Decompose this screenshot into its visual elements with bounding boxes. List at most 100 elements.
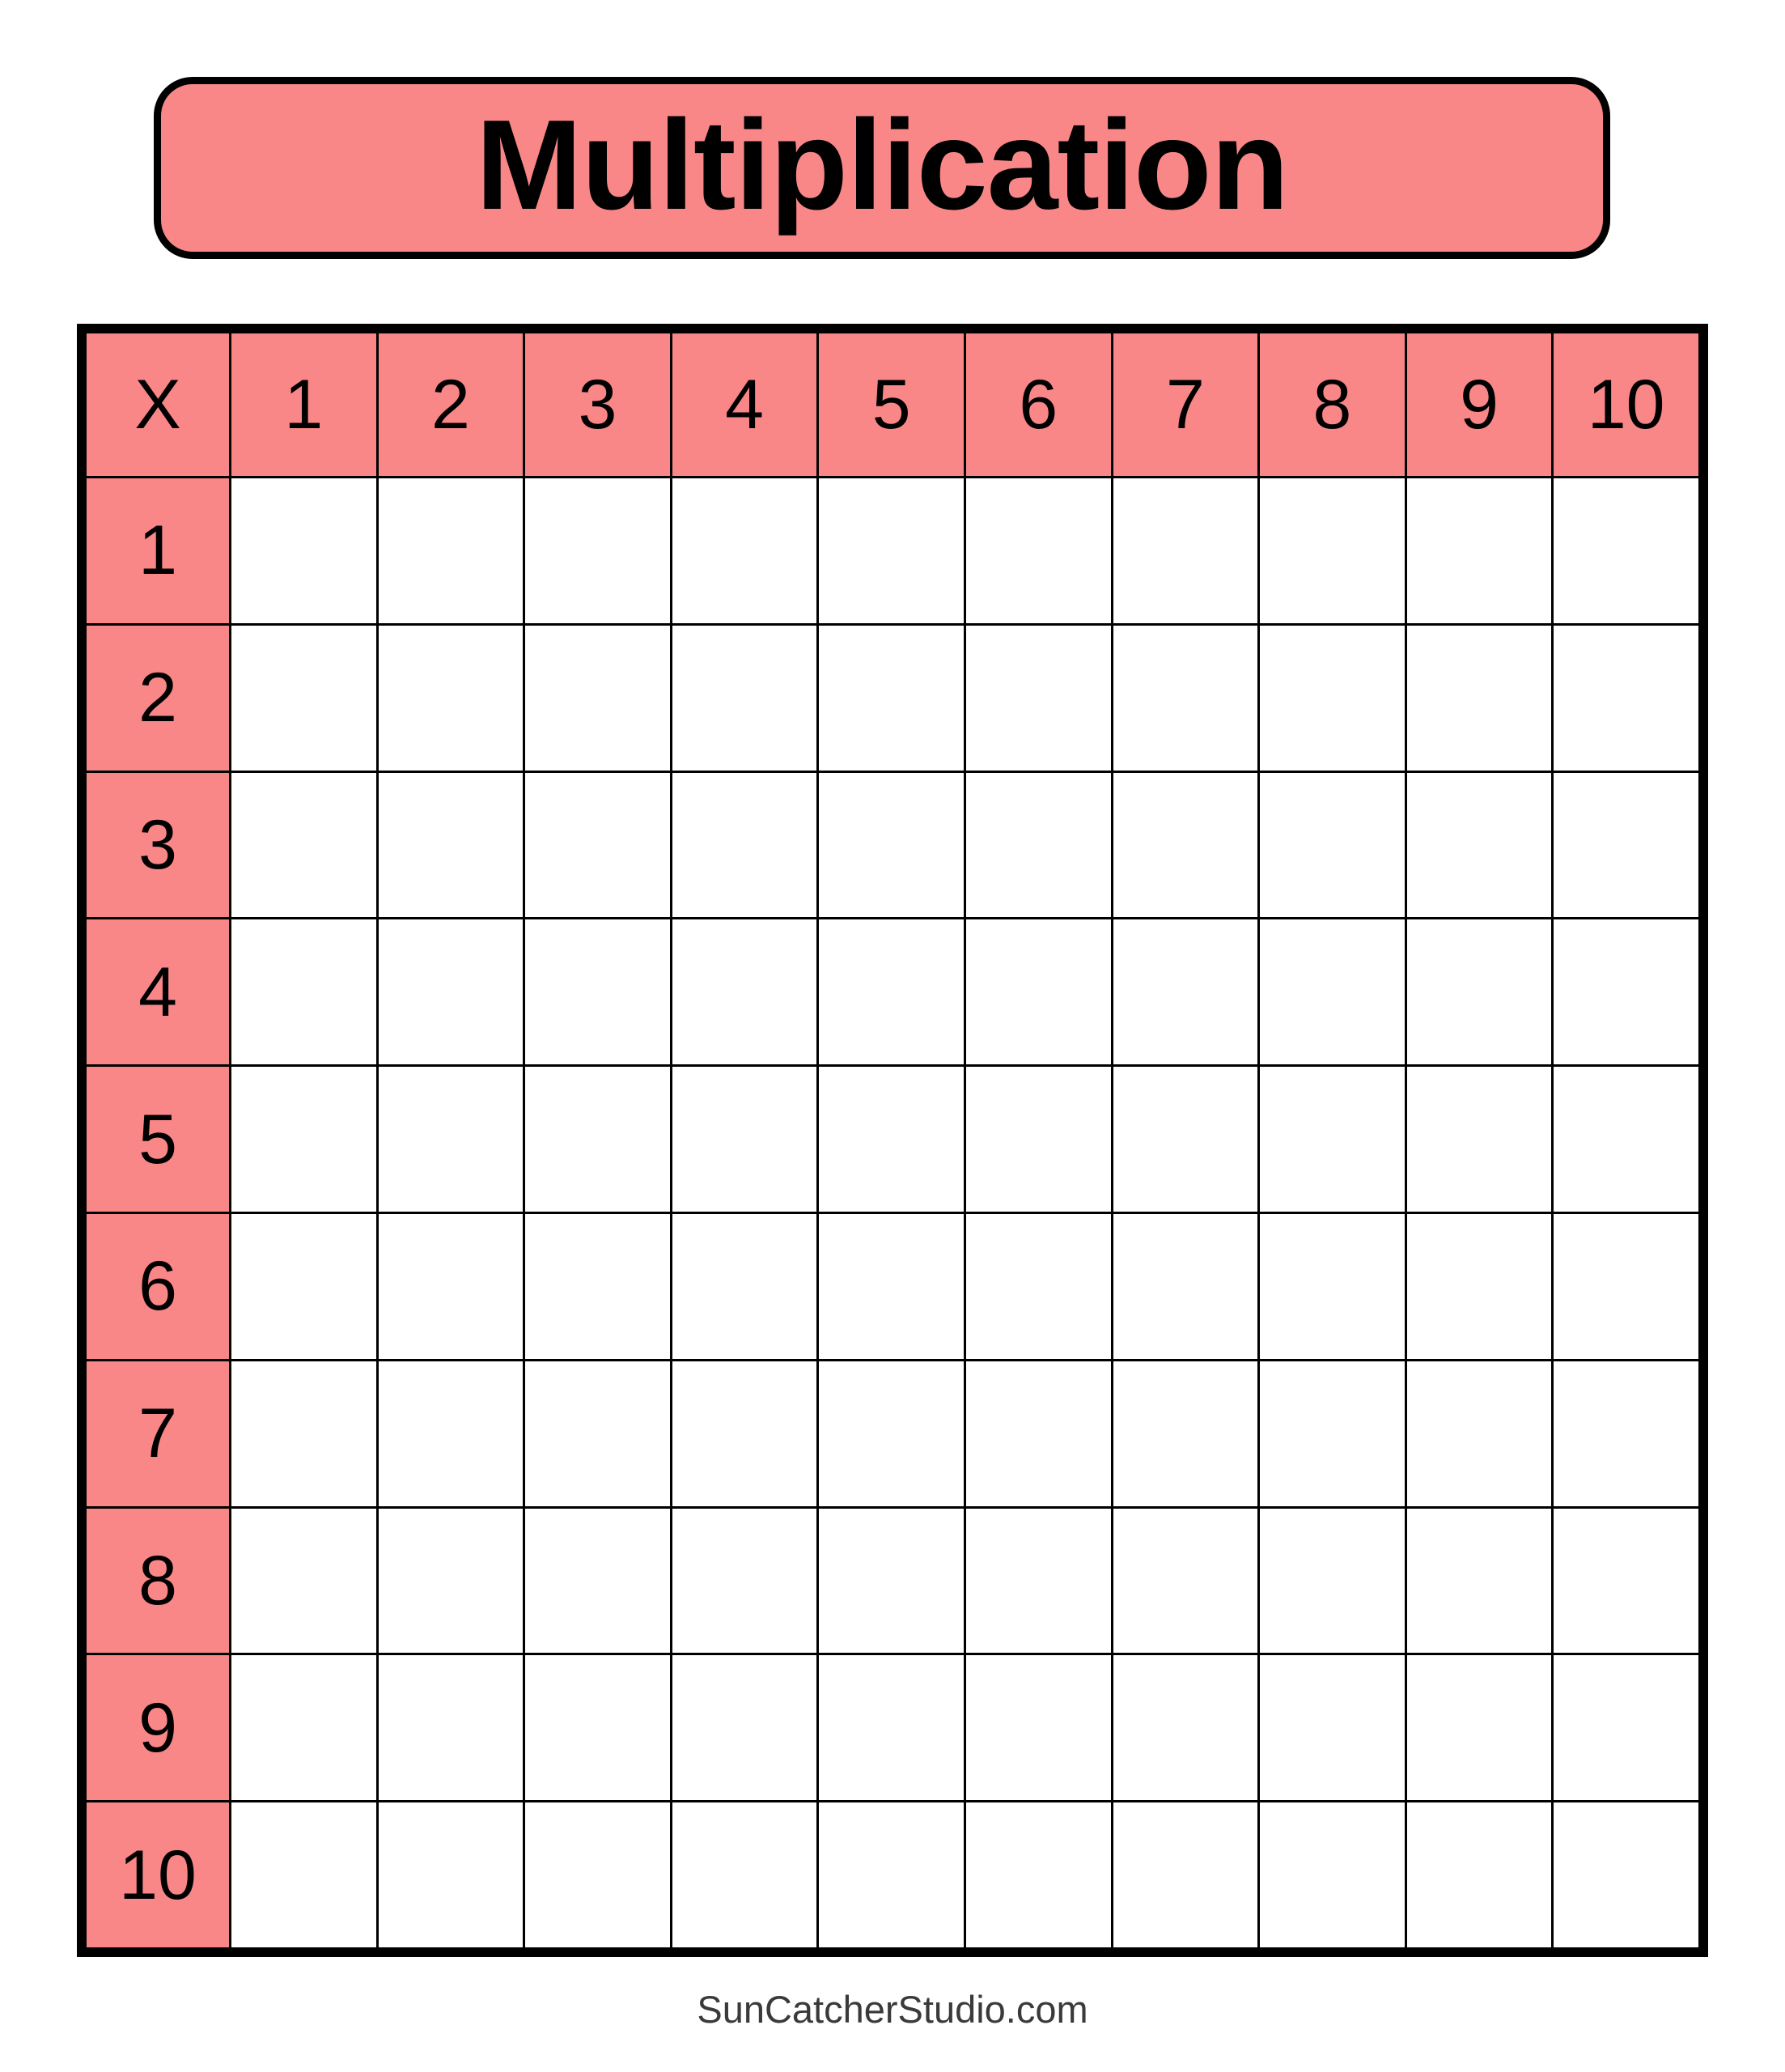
answer-cell-r6-c2[interactable] — [375, 1211, 526, 1361]
answer-cell-r8-c3[interactable] — [523, 1505, 672, 1656]
answer-cell-r5-c3[interactable] — [523, 1064, 672, 1214]
answer-cell-r6-c8[interactable] — [1257, 1211, 1407, 1361]
answer-cell-r10-c8[interactable] — [1257, 1800, 1407, 1950]
answer-cell-r9-c2[interactable] — [375, 1653, 526, 1803]
answer-cell-r2-c8[interactable] — [1257, 622, 1407, 773]
answer-cell-r4-c9[interactable] — [1404, 917, 1554, 1068]
answer-cell-r4-c8[interactable] — [1257, 917, 1407, 1068]
answer-cell-r2-c6[interactable] — [963, 622, 1113, 773]
answer-cell-r8-c6[interactable] — [963, 1505, 1113, 1656]
answer-cell-r1-c8[interactable] — [1257, 476, 1407, 626]
answer-cell-r7-c5[interactable] — [816, 1358, 966, 1509]
answer-cell-r9-c10[interactable] — [1551, 1653, 1701, 1803]
answer-cell-r10-c5[interactable] — [816, 1800, 966, 1950]
answer-cell-r4-c3[interactable] — [523, 917, 672, 1068]
answer-cell-r5-c1[interactable] — [229, 1064, 379, 1214]
answer-cell-r3-c7[interactable] — [1110, 770, 1261, 920]
answer-cell-r2-c4[interactable] — [669, 622, 820, 773]
answer-cell-r5-c5[interactable] — [816, 1064, 966, 1214]
answer-cell-r9-c7[interactable] — [1110, 1653, 1261, 1803]
answer-cell-r9-c3[interactable] — [523, 1653, 672, 1803]
answer-cell-r9-c6[interactable] — [963, 1653, 1113, 1803]
answer-cell-r8-c10[interactable] — [1551, 1505, 1701, 1656]
answer-cell-r1-c9[interactable] — [1404, 476, 1554, 626]
answer-cell-r10-c4[interactable] — [669, 1800, 820, 1950]
answer-cell-r4-c5[interactable] — [816, 917, 966, 1068]
answer-cell-r1-c10[interactable] — [1551, 476, 1701, 626]
answer-cell-r7-c2[interactable] — [375, 1358, 526, 1509]
answer-cell-r1-c6[interactable] — [963, 476, 1113, 626]
answer-cell-r7-c8[interactable] — [1257, 1358, 1407, 1509]
answer-cell-r1-c1[interactable] — [229, 476, 379, 626]
answer-cell-r3-c10[interactable] — [1551, 770, 1701, 920]
answer-cell-r8-c9[interactable] — [1404, 1505, 1554, 1656]
answer-cell-r10-c1[interactable] — [229, 1800, 379, 1950]
answer-cell-r2-c7[interactable] — [1110, 622, 1261, 773]
answer-cell-r9-c5[interactable] — [816, 1653, 966, 1803]
answer-cell-r4-c7[interactable] — [1110, 917, 1261, 1068]
answer-cell-r10-c6[interactable] — [963, 1800, 1113, 1950]
answer-cell-r10-c2[interactable] — [375, 1800, 526, 1950]
answer-cell-r4-c10[interactable] — [1551, 917, 1701, 1068]
answer-cell-r1-c2[interactable] — [375, 476, 526, 626]
answer-cell-r5-c10[interactable] — [1551, 1064, 1701, 1214]
answer-cell-r9-c1[interactable] — [229, 1653, 379, 1803]
answer-cell-r1-c4[interactable] — [669, 476, 820, 626]
answer-cell-r3-c8[interactable] — [1257, 770, 1407, 920]
answer-cell-r1-c7[interactable] — [1110, 476, 1261, 626]
answer-cell-r3-c6[interactable] — [963, 770, 1113, 920]
answer-cell-r6-c7[interactable] — [1110, 1211, 1261, 1361]
answer-cell-r8-c5[interactable] — [816, 1505, 966, 1656]
answer-cell-r10-c7[interactable] — [1110, 1800, 1261, 1950]
answer-cell-r5-c9[interactable] — [1404, 1064, 1554, 1214]
answer-cell-r9-c8[interactable] — [1257, 1653, 1407, 1803]
answer-cell-r7-c6[interactable] — [963, 1358, 1113, 1509]
answer-cell-r4-c4[interactable] — [669, 917, 820, 1068]
answer-cell-r7-c1[interactable] — [229, 1358, 379, 1509]
answer-cell-r6-c4[interactable] — [669, 1211, 820, 1361]
answer-cell-r10-c9[interactable] — [1404, 1800, 1554, 1950]
answer-cell-r7-c10[interactable] — [1551, 1358, 1701, 1509]
answer-cell-r5-c4[interactable] — [669, 1064, 820, 1214]
answer-cell-r2-c5[interactable] — [816, 622, 966, 773]
answer-cell-r7-c7[interactable] — [1110, 1358, 1261, 1509]
answer-cell-r7-c9[interactable] — [1404, 1358, 1554, 1509]
answer-cell-r5-c7[interactable] — [1110, 1064, 1261, 1214]
answer-cell-r2-c2[interactable] — [375, 622, 526, 773]
answer-cell-r4-c6[interactable] — [963, 917, 1113, 1068]
answer-cell-r5-c6[interactable] — [963, 1064, 1113, 1214]
answer-cell-r6-c5[interactable] — [816, 1211, 966, 1361]
answer-cell-r5-c8[interactable] — [1257, 1064, 1407, 1214]
answer-cell-r8-c4[interactable] — [669, 1505, 820, 1656]
answer-cell-r3-c4[interactable] — [669, 770, 820, 920]
answer-cell-r3-c9[interactable] — [1404, 770, 1554, 920]
answer-cell-r1-c5[interactable] — [816, 476, 966, 626]
answer-cell-r5-c2[interactable] — [375, 1064, 526, 1214]
answer-cell-r2-c9[interactable] — [1404, 622, 1554, 773]
answer-cell-r6-c10[interactable] — [1551, 1211, 1701, 1361]
answer-cell-r9-c9[interactable] — [1404, 1653, 1554, 1803]
answer-cell-r8-c7[interactable] — [1110, 1505, 1261, 1656]
answer-cell-r10-c3[interactable] — [523, 1800, 672, 1950]
answer-cell-r1-c3[interactable] — [523, 476, 672, 626]
answer-cell-r3-c1[interactable] — [229, 770, 379, 920]
answer-cell-r3-c3[interactable] — [523, 770, 672, 920]
answer-cell-r6-c3[interactable] — [523, 1211, 672, 1361]
answer-cell-r4-c1[interactable] — [229, 917, 379, 1068]
answer-cell-r2-c10[interactable] — [1551, 622, 1701, 773]
answer-cell-r8-c2[interactable] — [375, 1505, 526, 1656]
answer-cell-r8-c8[interactable] — [1257, 1505, 1407, 1656]
answer-cell-r7-c3[interactable] — [523, 1358, 672, 1509]
answer-cell-r2-c3[interactable] — [523, 622, 672, 773]
answer-cell-r9-c4[interactable] — [669, 1653, 820, 1803]
answer-cell-r6-c1[interactable] — [229, 1211, 379, 1361]
answer-cell-r8-c1[interactable] — [229, 1505, 379, 1656]
answer-cell-r4-c2[interactable] — [375, 917, 526, 1068]
answer-cell-r6-c6[interactable] — [963, 1211, 1113, 1361]
answer-cell-r6-c9[interactable] — [1404, 1211, 1554, 1361]
answer-cell-r3-c5[interactable] — [816, 770, 966, 920]
answer-cell-r10-c10[interactable] — [1551, 1800, 1701, 1950]
answer-cell-r3-c2[interactable] — [375, 770, 526, 920]
answer-cell-r2-c1[interactable] — [229, 622, 379, 773]
answer-cell-r7-c4[interactable] — [669, 1358, 820, 1509]
